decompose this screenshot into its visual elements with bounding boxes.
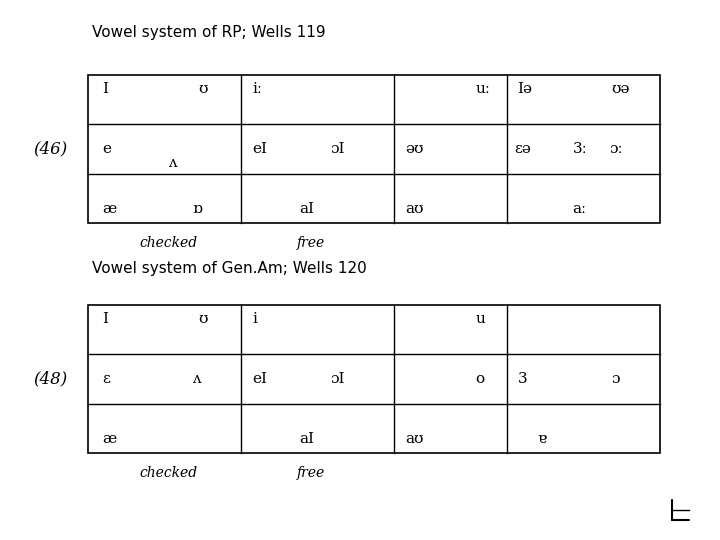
- Text: eI: eI: [252, 372, 267, 386]
- Text: əʊ: əʊ: [405, 142, 424, 156]
- Text: aː: aː: [572, 202, 587, 216]
- Text: I: I: [102, 312, 108, 326]
- Text: o: o: [475, 372, 485, 386]
- Text: ɔI: ɔI: [330, 372, 344, 386]
- Text: ʊ: ʊ: [199, 82, 208, 96]
- Text: checked: checked: [139, 236, 197, 250]
- Text: i: i: [252, 312, 257, 326]
- Text: ɔː: ɔː: [609, 142, 623, 156]
- Text: aʊ: aʊ: [405, 202, 424, 216]
- Text: aʊ: aʊ: [405, 432, 424, 446]
- Text: (46): (46): [33, 140, 67, 158]
- Text: Vowel system of Gen.Am; Wells 120: Vowel system of Gen.Am; Wells 120: [92, 260, 366, 275]
- Text: u: u: [475, 312, 485, 326]
- Text: iː: iː: [252, 82, 262, 96]
- Text: eI: eI: [252, 142, 267, 156]
- Text: ʌ: ʌ: [168, 156, 176, 170]
- Text: 3ː: 3ː: [572, 142, 588, 156]
- Bar: [88, 305, 660, 453]
- Text: I: I: [102, 82, 108, 96]
- Bar: [88, 75, 660, 223]
- Text: free: free: [297, 236, 325, 250]
- Text: ʌ: ʌ: [192, 372, 201, 386]
- Text: ʊ: ʊ: [199, 312, 208, 326]
- Text: æ: æ: [102, 432, 116, 446]
- Text: ɐ: ɐ: [537, 432, 546, 446]
- Text: (48): (48): [33, 370, 67, 388]
- Text: æ: æ: [102, 202, 116, 216]
- Text: checked: checked: [139, 466, 197, 480]
- Text: free: free: [297, 466, 325, 480]
- Text: ɛə: ɛə: [514, 142, 531, 156]
- Text: aI: aI: [300, 202, 315, 216]
- Text: aI: aI: [300, 432, 315, 446]
- Text: Vowel system of RP; Wells 119: Vowel system of RP; Wells 119: [92, 24, 325, 39]
- Text: ɔ: ɔ: [611, 372, 619, 386]
- Text: e: e: [102, 142, 111, 156]
- Text: ɒ: ɒ: [192, 202, 202, 216]
- Text: uː: uː: [475, 82, 490, 96]
- Text: Iə: Iə: [518, 82, 532, 96]
- Text: ʊə: ʊə: [611, 82, 629, 96]
- Text: ɛ: ɛ: [102, 372, 109, 386]
- Text: 3: 3: [518, 372, 527, 386]
- Text: ɔI: ɔI: [330, 142, 344, 156]
